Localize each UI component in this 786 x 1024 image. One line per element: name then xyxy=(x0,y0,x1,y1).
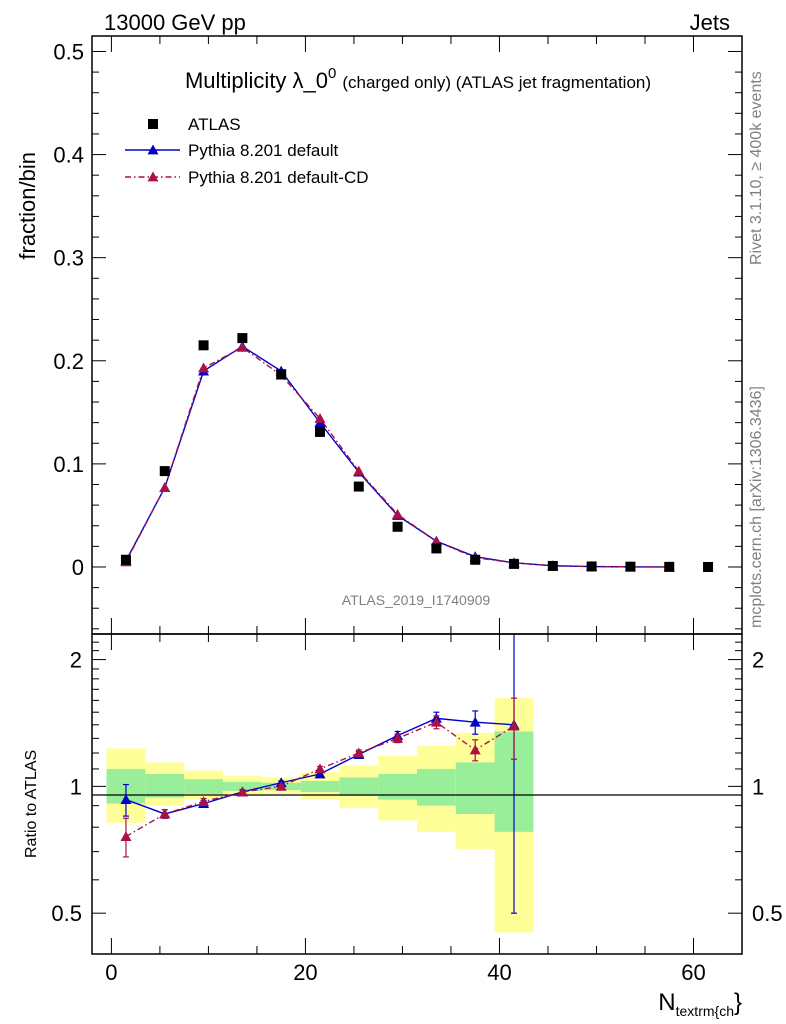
point-atlas xyxy=(509,558,520,569)
ratio-band-inner xyxy=(339,777,379,796)
point-default-cd xyxy=(314,413,326,423)
legend-marker-atlas xyxy=(148,119,158,129)
point-atlas xyxy=(431,543,442,554)
legend-label: Pythia 8.201 default-CD xyxy=(188,168,369,187)
ratio-band-inner xyxy=(300,780,340,792)
header-left: 13000 GeV pp xyxy=(104,10,246,35)
title-tail: (charged only) (ATLAS jet fragmentation) xyxy=(342,73,651,92)
point-default-cd xyxy=(236,341,248,352)
ratio-y-tick-label-right: 0.5 xyxy=(752,901,783,926)
point-atlas xyxy=(198,340,209,351)
point-atlas xyxy=(392,521,403,532)
series-line-default xyxy=(125,345,670,568)
x-axis-label-main: N xyxy=(658,989,675,1016)
ratio-y-axis-label: Ratio to ATLAS xyxy=(23,750,40,858)
point-default-cd xyxy=(430,535,442,546)
legend-marker-default xyxy=(147,144,159,155)
ratio-point-default-cd xyxy=(275,780,287,791)
point-atlas xyxy=(120,554,131,565)
ratio-point-default-cd xyxy=(392,732,404,743)
y-tick-label: 0.1 xyxy=(53,452,84,477)
point-default-cd xyxy=(392,508,404,519)
y-tick-label: 0.4 xyxy=(53,143,84,168)
point-atlas xyxy=(159,466,170,477)
point-default-cd xyxy=(159,482,171,492)
ratio-y-tick-label: 1 xyxy=(70,774,82,799)
x-tick-label: 20 xyxy=(293,960,317,985)
x-tick-label: 0 xyxy=(105,960,117,985)
point-default-cd xyxy=(353,465,365,476)
ratio-point-default-cd xyxy=(120,831,132,841)
point-default-cd xyxy=(198,362,210,373)
x-tick-label: 60 xyxy=(681,960,705,985)
ratio-point-default xyxy=(314,768,326,779)
ratio-point-default-cd xyxy=(430,716,442,727)
ratio-point-default xyxy=(469,716,481,727)
rivet-label: Rivet 3.1.10, ≥ 400k events xyxy=(748,71,765,265)
point-atlas xyxy=(353,481,364,492)
legend: ATLAS Pythia 8.201 default Pythia 8.201 de… xyxy=(125,115,369,187)
mcplots-label: mcplots.cern.ch [arXiv:1306.3436] xyxy=(748,386,765,628)
ratio-point-default-cd xyxy=(159,808,171,819)
y-tick-label: 0.5 xyxy=(53,39,84,64)
y-axis-label: fraction/bin xyxy=(15,152,40,260)
point-atlas xyxy=(547,560,558,571)
point-atlas xyxy=(664,561,675,572)
legend-marker-default-cd xyxy=(147,171,159,182)
title-sup: 0 xyxy=(328,65,336,82)
x-axis-label-sub: textrm{ch xyxy=(676,1003,734,1019)
point-atlas xyxy=(237,333,248,344)
y-tick-label: 0.3 xyxy=(53,246,84,271)
ratio-band-inner xyxy=(222,781,262,792)
ratio-panel: 0.5 0.5 1 1 2 2 0 20 40 60 Ratio to ATLAS Ntextr… xyxy=(23,633,783,1019)
main-panel: Multiplicity λ_00 (charged only) (ATLAS j… xyxy=(15,35,743,635)
ratio-band-inner xyxy=(455,762,495,814)
series-line-default-cd xyxy=(125,346,670,568)
point-atlas xyxy=(314,426,325,437)
legend-label: Pythia 8.201 default xyxy=(188,141,339,160)
ratio-point-default-cd xyxy=(314,763,326,774)
main-title: Multiplicity λ_00 (charged only) (ATLAS j… xyxy=(185,65,651,93)
point-atlas xyxy=(703,561,714,572)
point-atlas xyxy=(625,561,636,572)
point-atlas xyxy=(470,554,481,565)
y-tick-label: 0.2 xyxy=(53,349,84,374)
ratio-band-inner xyxy=(378,773,417,800)
y-tick-label: 0 xyxy=(72,555,84,580)
analysis-label: ATLAS_2019_I1740909 xyxy=(342,592,491,608)
ratio-band-inner xyxy=(417,768,456,806)
header-right: Jets xyxy=(690,10,730,35)
x-tick-label: 40 xyxy=(487,960,511,985)
legend-label: ATLAS xyxy=(188,115,241,134)
ratio-point-default-cd xyxy=(469,744,481,755)
x-axis-label-tail: } xyxy=(734,989,742,1016)
ratio-y-tick-label-right: 1 xyxy=(752,774,764,799)
ratio-band-inner xyxy=(184,779,223,794)
ratio-band-inner xyxy=(145,773,185,798)
ratio-point-default xyxy=(120,794,132,805)
ratio-y-tick-label-right: 2 xyxy=(752,648,764,673)
point-atlas xyxy=(586,561,597,572)
ratio-frame xyxy=(91,633,743,955)
ratio-point-default-cd xyxy=(353,747,365,758)
x-axis-label: Ntextrm{ch} xyxy=(658,989,742,1019)
point-atlas xyxy=(276,369,287,380)
ratio-point-default-cd xyxy=(508,720,520,731)
ratio-point-default-cd xyxy=(236,786,248,797)
ratio-point-default-cd xyxy=(198,796,210,807)
ratio-y-tick-label: 2 xyxy=(70,648,82,673)
ratio-y-tick-label: 0.5 xyxy=(51,901,82,926)
title-main: Multiplicity λ_0 xyxy=(185,68,328,93)
